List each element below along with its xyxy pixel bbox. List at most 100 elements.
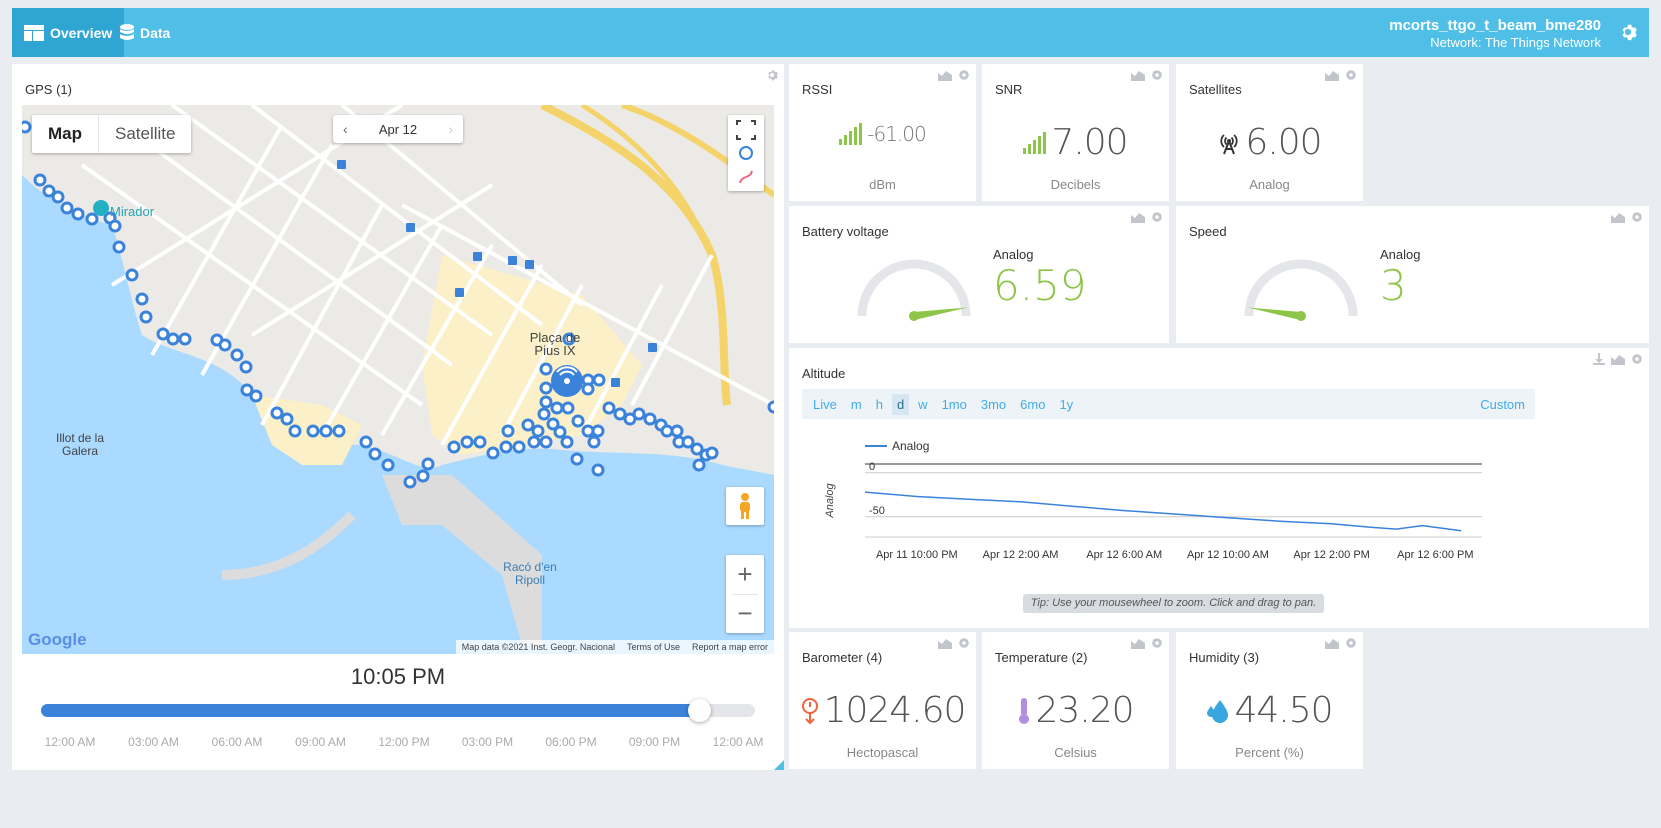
tab-data[interactable]: Data (108, 8, 182, 57)
battery-value: 6.59 (993, 261, 1087, 310)
path-draw-icon[interactable] (728, 165, 764, 189)
chart-icon[interactable] (1611, 211, 1625, 223)
place-label-mirador: Mirador (110, 204, 155, 219)
series-line-analog (864, 491, 1462, 532)
antenna-icon (1220, 133, 1239, 154)
range-week[interactable]: w (918, 396, 928, 412)
device-name: mcorts_ttgo_t_beam_bme280 (1389, 17, 1601, 34)
satellites-value: 6.00 (1245, 122, 1322, 163)
humidity-unit: Percent (%) (1235, 745, 1304, 760)
date-prev-button[interactable]: ‹ (343, 121, 348, 137)
range-6mo[interactable]: 6mo (1020, 396, 1046, 412)
gear-icon[interactable] (958, 637, 970, 649)
circle-draw-icon[interactable] (728, 141, 764, 165)
x-tick-label: Apr 12 2:00 AM (983, 549, 1059, 561)
gear-icon[interactable] (766, 69, 778, 81)
resize-handle-icon[interactable] (774, 760, 784, 770)
date-next-button[interactable]: › (448, 121, 453, 137)
gear-icon[interactable] (1631, 353, 1643, 365)
time-tick-label: 06:00 AM (211, 735, 263, 749)
gps-map[interactable]: Mirador Plaça de Pius IX Illot de la Gal… (22, 105, 774, 654)
gear-icon[interactable] (1345, 69, 1357, 81)
water-drops-icon (1207, 699, 1229, 723)
gauge-needle (1247, 307, 1305, 320)
chart-icon[interactable] (1131, 211, 1145, 223)
map-type-control: Map Satellite (32, 115, 192, 153)
range-day[interactable]: d (891, 393, 910, 415)
chart-icon[interactable] (938, 637, 952, 649)
range-custom[interactable]: Custom (1480, 396, 1525, 412)
fullscreen-icon[interactable] (728, 117, 764, 143)
range-live[interactable]: Live (813, 396, 837, 412)
y-tick-label: 0 (869, 461, 875, 473)
chart-icon[interactable] (1325, 69, 1339, 81)
gear-icon[interactable] (958, 69, 970, 81)
barometer-card: Barometer (4) 1024.60 Hectopascal (789, 632, 976, 769)
chart-icon[interactable] (1131, 637, 1145, 649)
network-name: Network: The Things Network (1430, 35, 1601, 50)
range-1mo[interactable]: 1mo (941, 396, 967, 412)
time-slider[interactable] (41, 699, 755, 722)
range-minute[interactable]: m (850, 396, 862, 412)
terms-link[interactable]: Terms of Use (626, 642, 680, 652)
map-tool-stack (728, 115, 764, 191)
download-icon[interactable] (1593, 353, 1605, 365)
street-view-button[interactable] (726, 487, 764, 525)
gauge-track (1244, 259, 1358, 317)
altitude-card: Altitude Live m h d w 1mo 3mo 6mo 1y Cus… (789, 348, 1649, 628)
x-tick-label: Apr 12 10:00 AM (1187, 549, 1269, 561)
gear-icon[interactable] (1619, 23, 1637, 41)
time-range-bar: Live m h d w 1mo 3mo 6mo 1y Custom (802, 389, 1535, 419)
gear-icon[interactable] (1151, 69, 1163, 81)
gear-icon[interactable] (1631, 211, 1643, 223)
breakwater (221, 511, 356, 580)
snr-title: SNR (995, 82, 1023, 97)
altitude-chart[interactable]: Analog 0 -50 Analog Apr 11 10:00 PM Apr 12 2:… (789, 430, 1649, 580)
range-hour[interactable]: h (875, 396, 883, 412)
x-tick-label: Apr 11 10:00 PM (876, 549, 958, 561)
route-points (22, 120, 774, 489)
date-label: Apr 12 (378, 121, 418, 137)
rssi-card: RSSI -61.00 dBm (789, 64, 976, 201)
barometer-icon (801, 697, 818, 724)
gauge-hub (909, 311, 919, 321)
time-tick-label: 09:00 AM (295, 735, 346, 749)
barometer-title: Barometer (4) (802, 650, 883, 665)
speed-card: Speed Analog 3 (1176, 206, 1649, 343)
zoom-in-button[interactable]: + (737, 559, 753, 589)
chart-icon[interactable] (1325, 637, 1339, 649)
satellites-card: Satellites 6.00 Analog (1176, 64, 1363, 201)
gear-icon[interactable] (1151, 637, 1163, 649)
chart-tip: Tip: Use your mousewheel to zoom. Click … (1023, 594, 1324, 613)
time-tick-label: 06:00 PM (545, 735, 597, 749)
time-slider-handle[interactable] (688, 699, 712, 722)
speed-label: Analog (1380, 247, 1421, 262)
gear-icon[interactable] (1151, 211, 1163, 223)
bus-stop-icons (337, 160, 657, 387)
top-bar: Overview Data mcorts_ttgo_t_beam_bme280 … (12, 8, 1649, 57)
speed-title: Speed (1189, 224, 1227, 239)
x-tick-label: Apr 12 6:00 AM (1086, 549, 1162, 561)
zoom-out-button[interactable]: − (737, 598, 753, 628)
report-error-link[interactable]: Report a map error (691, 642, 768, 652)
map-type-satellite-button[interactable]: Satellite (115, 124, 176, 143)
snr-unit: Decibels (1050, 177, 1101, 192)
pegman-icon (740, 493, 750, 519)
tab-overview[interactable]: Overview (12, 8, 125, 57)
chart-icon[interactable] (938, 69, 952, 81)
humidity-title: Humidity (3) (1189, 650, 1260, 665)
map-type-map-button[interactable]: Map (32, 115, 99, 153)
google-logo: Google (28, 630, 87, 650)
chart-icon[interactable] (1611, 353, 1625, 365)
gear-icon[interactable] (1345, 637, 1357, 649)
gauge-track (857, 259, 971, 317)
chart-icon[interactable] (1131, 69, 1145, 81)
range-1y[interactable]: 1y (1059, 396, 1074, 412)
speed-value: 3 (1380, 261, 1407, 310)
time-tick-label: 03:00 PM (461, 735, 514, 749)
database-icon (120, 24, 134, 40)
gateway-marker-icon (551, 365, 583, 397)
satellites-unit: Analog (1249, 177, 1290, 192)
range-3mo[interactable]: 3mo (980, 396, 1007, 412)
zoom-control: + − (726, 555, 764, 633)
